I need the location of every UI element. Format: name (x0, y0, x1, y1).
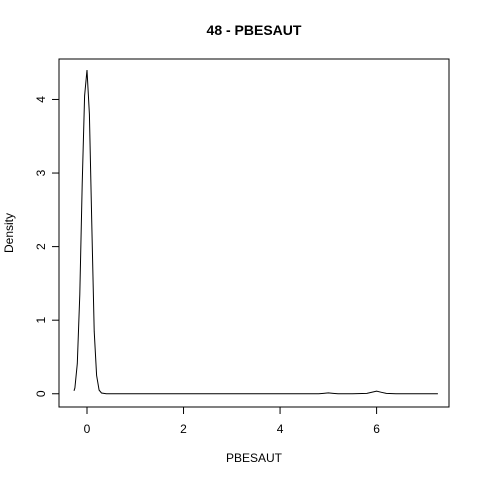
y-tick-label: 0 (34, 390, 48, 397)
y-axis: 0 1 2 3 4 (34, 96, 60, 397)
y-tick-label: 4 (34, 96, 48, 103)
density-curve (73, 69, 438, 395)
x-axis-label: PBESAUT (226, 451, 283, 465)
chart-title: 48 - PBESAUT (207, 22, 302, 38)
y-axis-label: Density (2, 213, 16, 253)
x-axis: 0 2 4 6 (84, 406, 380, 436)
y-tick-label: 3 (34, 169, 48, 176)
x-tick-label: 6 (373, 422, 380, 436)
x-tick-label: 2 (180, 422, 187, 436)
x-tick-label: 4 (277, 422, 284, 436)
x-tick-label: 0 (84, 422, 91, 436)
plot-frame (58, 58, 450, 408)
y-tick-label: 2 (34, 243, 48, 250)
y-tick-label: 1 (34, 317, 48, 324)
